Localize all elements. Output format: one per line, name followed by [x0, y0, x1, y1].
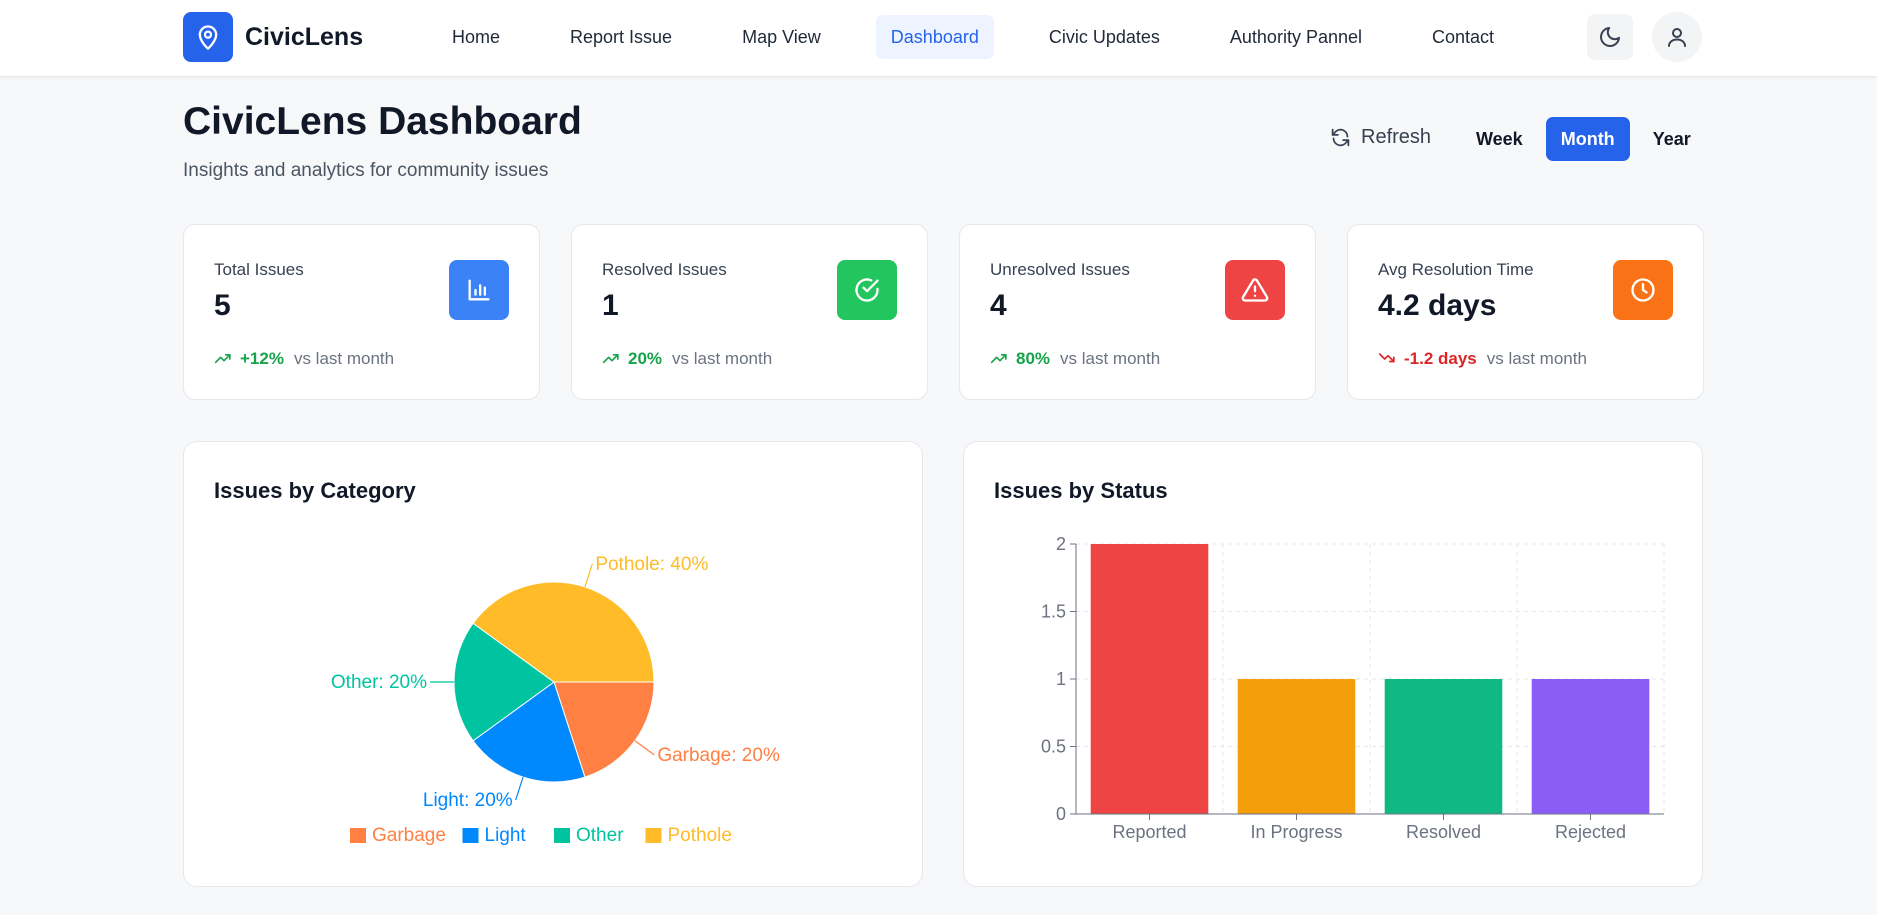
stat-value: 1	[602, 289, 619, 322]
refresh-label: Refresh	[1361, 126, 1432, 148]
bar-reported[interactable]	[1090, 544, 1209, 814]
pie-label-light: Light: 20%	[423, 790, 513, 811]
trend-down-icon	[1378, 353, 1395, 363]
legend-label-pothole: Pothole	[668, 825, 732, 846]
trend-value: 80%	[1016, 349, 1051, 368]
legend-label-light: Light	[485, 825, 527, 846]
bar-resolved[interactable]	[1384, 679, 1503, 814]
stat-label: Unresolved Issues	[990, 260, 1130, 279]
category-pie-chart: Garbage: 20% Light: 20% Other: 20% Pothole:…	[331, 554, 780, 846]
period-week-button[interactable]: Week	[1476, 128, 1523, 149]
trend-suffix: vs last month	[1060, 349, 1161, 368]
stat-trend: +12% vs last month	[214, 349, 394, 369]
stat-label: Resolved Issues	[602, 260, 727, 279]
y-tick-label: 0	[1056, 804, 1066, 824]
user-icon	[1668, 28, 1686, 47]
stat-label: Avg Resolution Time	[1378, 260, 1534, 279]
page-title: CivicLens Dashboard	[183, 100, 582, 143]
nav-link-authority-pannel[interactable]: Authority Pannel	[1229, 26, 1362, 47]
check-circle-icon	[837, 260, 897, 320]
trend-up-icon	[214, 354, 231, 364]
x-tick-label: Reported	[1112, 822, 1186, 842]
nav-link-home[interactable]: Home	[452, 26, 501, 47]
legend-label-garbage: Garbage	[372, 825, 446, 846]
clock-icon	[1613, 260, 1673, 320]
map-pin-icon	[183, 12, 233, 62]
y-tick-label: 2	[1056, 534, 1066, 554]
refresh-icon	[1331, 128, 1350, 147]
category-chart-title: Issues by Category	[214, 478, 416, 503]
legend-swatch-garbage	[350, 828, 366, 843]
y-tick-label: 1.5	[1041, 602, 1066, 622]
pie-label-line-light	[515, 776, 524, 801]
moon-icon	[1600, 27, 1620, 47]
alert-triangle-icon	[1225, 260, 1285, 320]
stat-value: 4.2 days	[1378, 289, 1497, 322]
nav-link-contact[interactable]: Contact	[1432, 26, 1495, 47]
nav-links: Home Report Issue Map View Dashboard Civic U…	[437, 15, 1549, 59]
stat-trend: -1.2 days vs last month	[1378, 349, 1587, 369]
bar-chart-icon	[449, 260, 509, 320]
y-tick-label: 0.5	[1041, 737, 1066, 757]
bar-in-progress[interactable]	[1237, 679, 1356, 814]
trend-up-icon	[990, 354, 1007, 364]
pie-label-pothole: Pothole: 40%	[595, 554, 708, 575]
x-tick-label: Rejected	[1555, 822, 1626, 842]
top-navbar: CivicLens Home Report Issue Map View Dashbo…	[0, 0, 1877, 77]
period-year-button[interactable]: Year	[1652, 128, 1691, 149]
pie-slice-pothole[interactable]	[472, 581, 655, 683]
trend-value: -1.2 days	[1404, 349, 1477, 368]
stat-card-avg-resolution-time: Avg Resolution Time 4.2 days -1.2 days vs l…	[1347, 224, 1704, 400]
page-subtitle: Insights and analytics for community iss…	[183, 160, 549, 181]
pie-label-garbage: Garbage: 20%	[657, 745, 780, 766]
theme-toggle-button[interactable]	[1587, 14, 1633, 60]
pie-label-line-garbage	[634, 740, 655, 756]
trend-suffix: vs last month	[293, 349, 395, 368]
user-menu-button[interactable]	[1652, 12, 1702, 62]
stat-value: 5	[214, 289, 231, 322]
brand[interactable]: CivicLens	[183, 12, 363, 62]
pie-label-other: Other: 20%	[331, 672, 427, 693]
legend-swatch-other	[554, 828, 570, 843]
x-tick-label: Resolved	[1406, 822, 1481, 842]
nav-link-civic-updates[interactable]: Civic Updates	[1048, 26, 1160, 47]
trend-value: 20%	[628, 349, 663, 368]
stat-trend: 80% vs last month	[990, 349, 1160, 369]
legend-swatch-pothole	[645, 828, 662, 843]
nav-link-dashboard[interactable]: Dashboard	[875, 15, 994, 59]
period-month-button[interactable]: Month	[1545, 117, 1630, 161]
bar-rejected[interactable]	[1531, 679, 1650, 814]
x-tick-label: In Progress	[1250, 822, 1342, 842]
period-selector: Week Month Year	[1461, 117, 1714, 161]
legend-swatch-light	[462, 828, 479, 843]
trend-value: +12%	[240, 349, 284, 368]
stat-card-unresolved-issues: Unresolved Issues 4 80% vs last month	[959, 224, 1316, 400]
stat-card-total-issues: Total Issues 5 +12% vs last month	[183, 224, 540, 400]
trend-suffix: vs last month	[1486, 349, 1587, 368]
legend-label-other: Other	[576, 825, 624, 846]
nav-link-map-view[interactable]: Map View	[742, 26, 821, 47]
stat-value: 4	[990, 289, 1007, 322]
status-chart-title: Issues by Status	[994, 478, 1168, 503]
stat-card-resolved-issues: Resolved Issues 1 20% vs last month	[571, 224, 928, 400]
refresh-button[interactable]: Refresh	[1330, 126, 1431, 149]
trend-up-icon	[602, 354, 619, 364]
category-chart-card: Issues by Category Garbage: 20% Light: 20…	[183, 441, 923, 887]
brand-name: CivicLens	[245, 22, 364, 51]
trend-suffix: vs last month	[672, 349, 773, 368]
stat-label: Total Issues	[214, 260, 304, 279]
status-chart-card: Issues by Status 0 0.5 1 1.5 2 Reported In Pro…	[963, 441, 1703, 887]
status-bar-chart: 0 0.5 1 1.5 2 Reported In Progress Resolved Reje…	[1041, 534, 1665, 842]
nav-link-report-issue[interactable]: Report Issue	[570, 26, 673, 47]
y-tick-label: 1	[1056, 669, 1066, 689]
pie-label-line-pothole	[584, 563, 593, 588]
stat-trend: 20% vs last month	[602, 349, 772, 369]
